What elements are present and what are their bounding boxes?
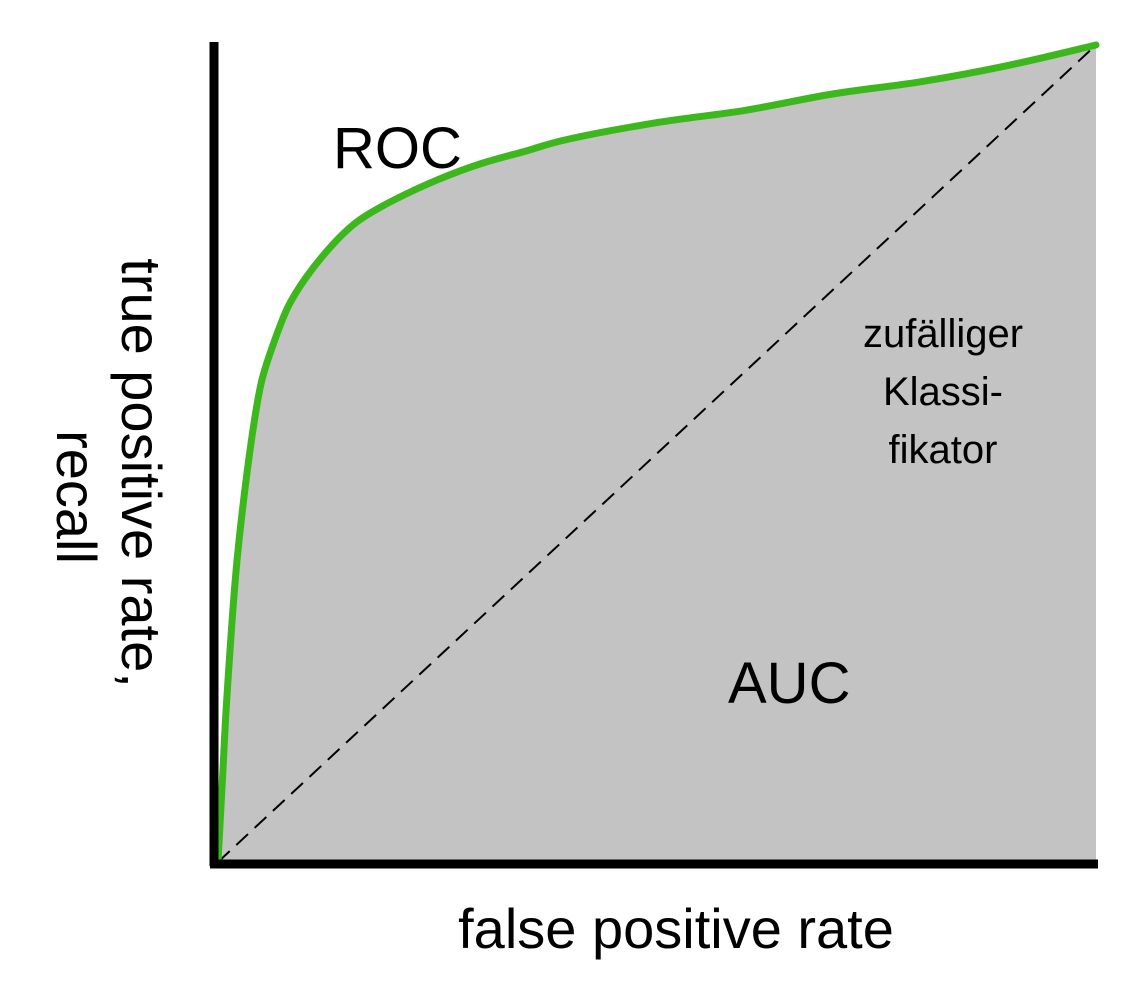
- roc-label: ROC: [333, 116, 462, 181]
- random-classifier-label-line-3: fikator: [889, 428, 998, 472]
- plot-area: [214, 41, 1100, 866]
- random-classifier-label-line-1: zufälliger: [863, 312, 1023, 356]
- x-axis-title: false positive rate: [458, 897, 894, 960]
- auc-label: AUC: [728, 651, 850, 716]
- random-classifier-label-line-2: Klassi-: [883, 370, 1003, 414]
- auc-area: [218, 45, 1096, 862]
- roc-curve: [214, 41, 1100, 866]
- y-axis-title-line-2: recall: [45, 430, 108, 564]
- y-axis-title-line-1: true positive rate,: [110, 258, 173, 688]
